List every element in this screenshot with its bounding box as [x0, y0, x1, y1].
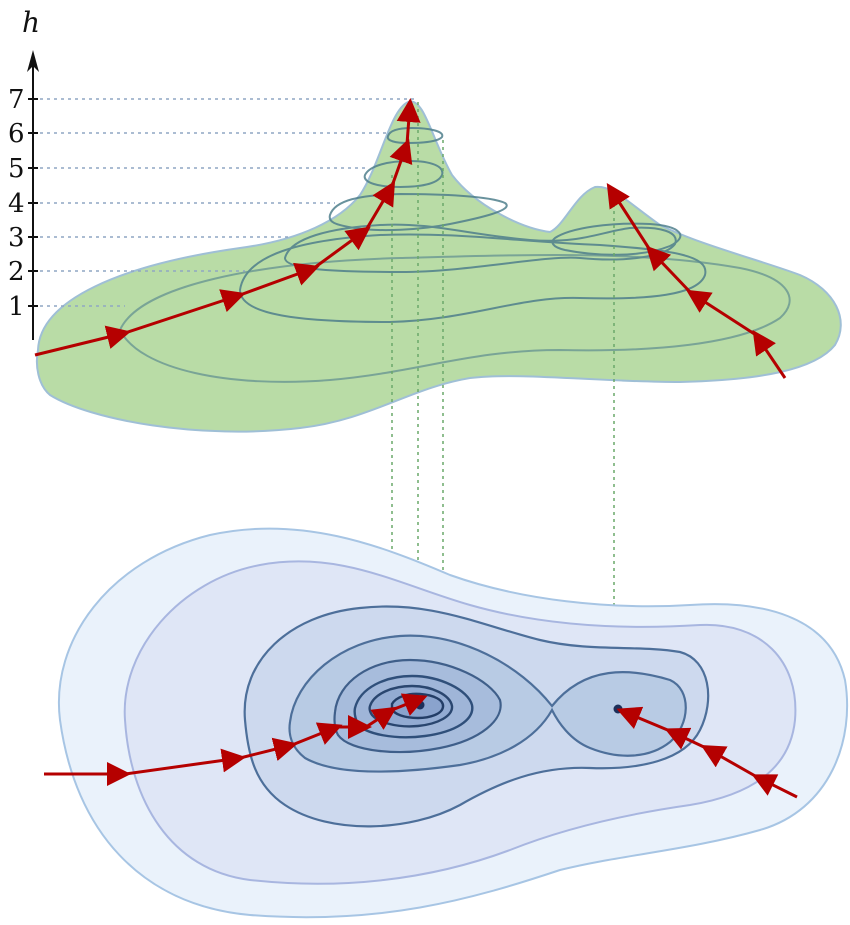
surface-step-r2	[685, 289, 757, 337]
height-tick-label: 3	[8, 223, 25, 253]
height-surface	[35, 100, 842, 433]
surface-contour-3	[283, 223, 677, 274]
height-axis: h 1 2 3 4 5 6 7	[8, 6, 418, 340]
map-minimum-point-secondary	[613, 704, 623, 714]
surface-step-6	[389, 138, 413, 187]
height-axis-arrow-icon	[27, 50, 39, 72]
surface-path-main	[34, 98, 421, 357]
surface-step-4	[313, 226, 371, 270]
map-step-r2	[700, 745, 758, 779]
height-tick-label: 1	[8, 292, 25, 322]
surface-step-r1	[752, 330, 787, 379]
surface-step-1	[34, 325, 131, 357]
map-step-3	[239, 737, 298, 762]
height-tick-label: 6	[8, 119, 25, 149]
map-step-r4	[616, 706, 671, 733]
height-tick-label: 7	[8, 85, 25, 115]
map-step-4	[291, 722, 343, 747]
surface-step-7	[396, 98, 421, 145]
contour-map	[57, 527, 849, 919]
height-tick-label: 5	[8, 154, 25, 184]
surface-contours	[118, 126, 791, 383]
height-tick-label: 2	[8, 257, 25, 287]
map-step-7	[391, 693, 428, 716]
surface-step-r4	[606, 182, 652, 251]
map-path-secondary	[616, 706, 798, 799]
map-step-r1	[751, 774, 798, 799]
surface-contour-2	[238, 233, 707, 324]
height-tick-label: 4	[8, 189, 25, 219]
map-step-r3	[664, 727, 707, 750]
map-step-2	[124, 748, 246, 776]
height-axis-ticks: 1 2 3 4 5 6 7	[8, 85, 418, 322]
map-step-6	[365, 706, 398, 730]
surface-step-3	[239, 262, 320, 297]
surface-step-5	[364, 180, 396, 231]
surface-step-r3	[645, 245, 693, 295]
map-minimum-point-main	[415, 700, 425, 710]
map-path-main	[44, 693, 428, 786]
surface-step-2	[124, 289, 246, 335]
surface-path-secondary	[606, 182, 787, 379]
surface-contour-1	[118, 254, 791, 383]
height-axis-name: h	[22, 6, 40, 39]
surface-body	[35, 100, 842, 433]
